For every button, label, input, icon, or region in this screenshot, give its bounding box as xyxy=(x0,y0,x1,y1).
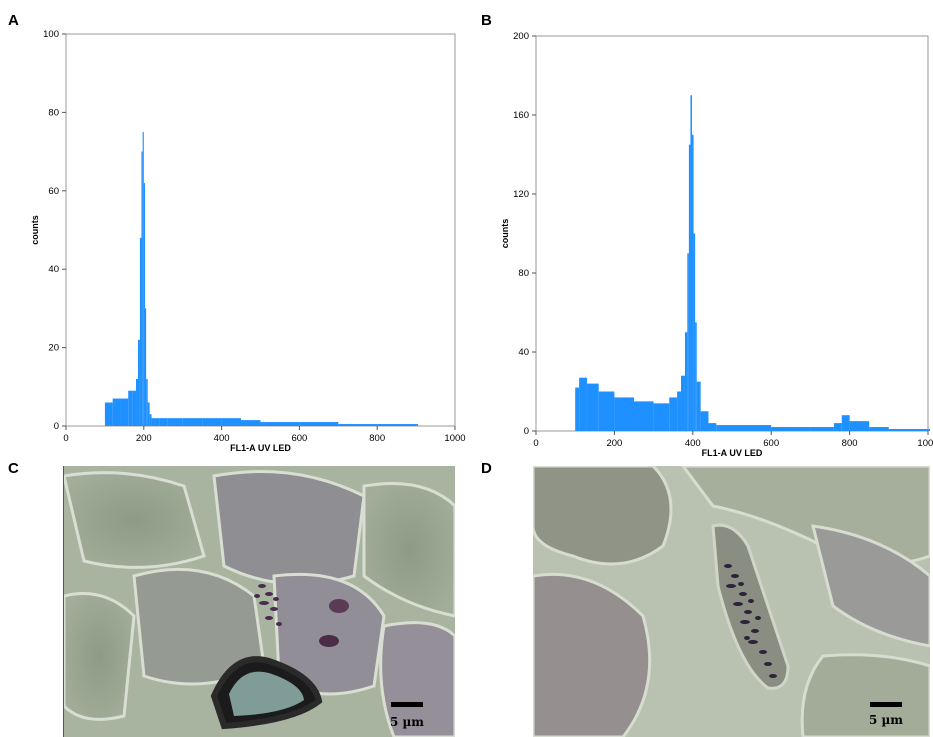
histogram-bar xyxy=(167,418,183,426)
histogram-bar xyxy=(139,237,142,426)
histogram-bar xyxy=(112,398,121,426)
micrograph-c: 5 µm xyxy=(63,466,455,737)
x-tick-label: 600 xyxy=(763,438,779,449)
plot-frame xyxy=(65,33,456,427)
histogram-bar xyxy=(202,418,222,426)
x-tick-label: 200 xyxy=(136,433,152,444)
y-tick-label: 0 xyxy=(54,421,59,432)
y-tick-label: 20 xyxy=(48,343,59,354)
histogram-bar xyxy=(142,132,144,426)
histogram-bar xyxy=(159,418,168,426)
histogram-bar xyxy=(841,415,850,431)
micrograph-d: 5 µm xyxy=(533,466,930,737)
histogram-bar xyxy=(141,151,143,426)
y-tick-label: 40 xyxy=(518,347,529,358)
plot-frame xyxy=(535,35,929,432)
x-tick-label: 400 xyxy=(214,433,230,444)
x-tick-label: 1000 xyxy=(444,433,465,444)
histogram-bar xyxy=(149,414,152,426)
y-axis-title: counts xyxy=(500,219,510,249)
x-tick-label: 0 xyxy=(533,438,538,449)
histogram-bar xyxy=(653,403,670,431)
histogram-bar xyxy=(928,429,930,431)
y-tick-label: 80 xyxy=(518,268,529,279)
histogram-bar xyxy=(598,391,615,431)
histogram-bar xyxy=(182,418,203,426)
histogram-bar xyxy=(614,397,634,431)
histogram-bar xyxy=(888,429,928,431)
histogram-bar xyxy=(688,144,691,431)
histogram-bar xyxy=(144,308,147,426)
histogram-bar xyxy=(684,332,688,431)
y-tick-label: 160 xyxy=(513,110,529,121)
histogram-bar xyxy=(732,425,772,431)
histogram-bar xyxy=(143,182,145,426)
histogram-bar xyxy=(146,378,148,426)
panel-label-a: A xyxy=(8,12,19,29)
panel-label-d: D xyxy=(481,460,492,477)
x-axis-title: FL1-A UV LED xyxy=(230,443,291,453)
histogram-bar xyxy=(579,377,587,431)
histogram-bar xyxy=(687,253,689,431)
y-tick-label: 200 xyxy=(513,31,529,42)
histogram-bar xyxy=(810,427,834,431)
histogram-bar xyxy=(136,378,138,426)
histogram-bar xyxy=(696,381,701,431)
y-tick-label: 0 xyxy=(524,426,529,437)
histogram-bar xyxy=(151,418,160,426)
histogram-bar xyxy=(120,398,129,426)
histogram-bar xyxy=(338,424,378,426)
y-tick-label: 100 xyxy=(43,29,59,40)
histogram-bar xyxy=(693,233,696,431)
histogram-bar xyxy=(708,423,717,431)
histogram-bar xyxy=(771,427,811,431)
x-axis-title: FL1-A UV LED xyxy=(702,448,763,458)
histogram-bar xyxy=(869,427,889,431)
histogram-bar xyxy=(833,423,842,431)
x-tick-label: 1000 xyxy=(917,438,933,449)
y-tick-label: 60 xyxy=(48,186,59,197)
histogram-bar xyxy=(669,397,678,431)
histogram-bar xyxy=(137,339,140,426)
panel-label-c: C xyxy=(8,460,19,477)
x-tick-label: 200 xyxy=(606,438,622,449)
panel-label-b: B xyxy=(481,12,492,29)
histogram-bar xyxy=(104,402,113,426)
x-tick-label: 600 xyxy=(291,433,307,444)
histogram-bar xyxy=(586,383,599,431)
histogram-bar xyxy=(299,422,339,426)
x-tick-label: 800 xyxy=(369,433,385,444)
histogram-bar xyxy=(700,411,709,431)
histogram-bar xyxy=(677,391,682,431)
histogram-bar xyxy=(147,402,150,426)
histogram-bar xyxy=(690,95,693,431)
x-tick-label: 0 xyxy=(63,433,68,444)
x-tick-label: 400 xyxy=(685,438,701,449)
histogram-bar xyxy=(377,424,417,426)
y-axis-title: counts xyxy=(30,215,40,245)
histogram-bar xyxy=(416,424,419,426)
histogram-bar xyxy=(260,422,300,426)
histogram-bar xyxy=(241,420,261,426)
histogram-bar xyxy=(575,387,580,431)
histogram-bar xyxy=(695,322,697,431)
x-tick-label: 800 xyxy=(842,438,858,449)
scale-bar-label-c: 5 µm xyxy=(390,715,424,729)
histogram-bar xyxy=(716,425,732,431)
histogram-bar xyxy=(132,390,137,426)
histogram-b: 0 200 400 600 800 1000 0 40 80 120 160 200 FL1-A UV … xyxy=(500,31,933,458)
histogram-bar xyxy=(692,134,694,431)
y-tick-label: 40 xyxy=(48,264,59,275)
scale-bar-label-d: 5 µm xyxy=(869,713,903,727)
histogram-bar xyxy=(849,421,870,431)
histogram-bar xyxy=(681,375,685,431)
histogram-a: 0 200 400 600 800 1000 0 20 40 60 80 100 FL1-A UV LE… xyxy=(30,29,466,453)
y-tick-label: 120 xyxy=(513,189,529,200)
histogram-bar xyxy=(221,418,242,426)
histogram-bar xyxy=(634,401,654,431)
y-tick-label: 80 xyxy=(48,107,59,118)
histogram-bar xyxy=(128,390,133,426)
